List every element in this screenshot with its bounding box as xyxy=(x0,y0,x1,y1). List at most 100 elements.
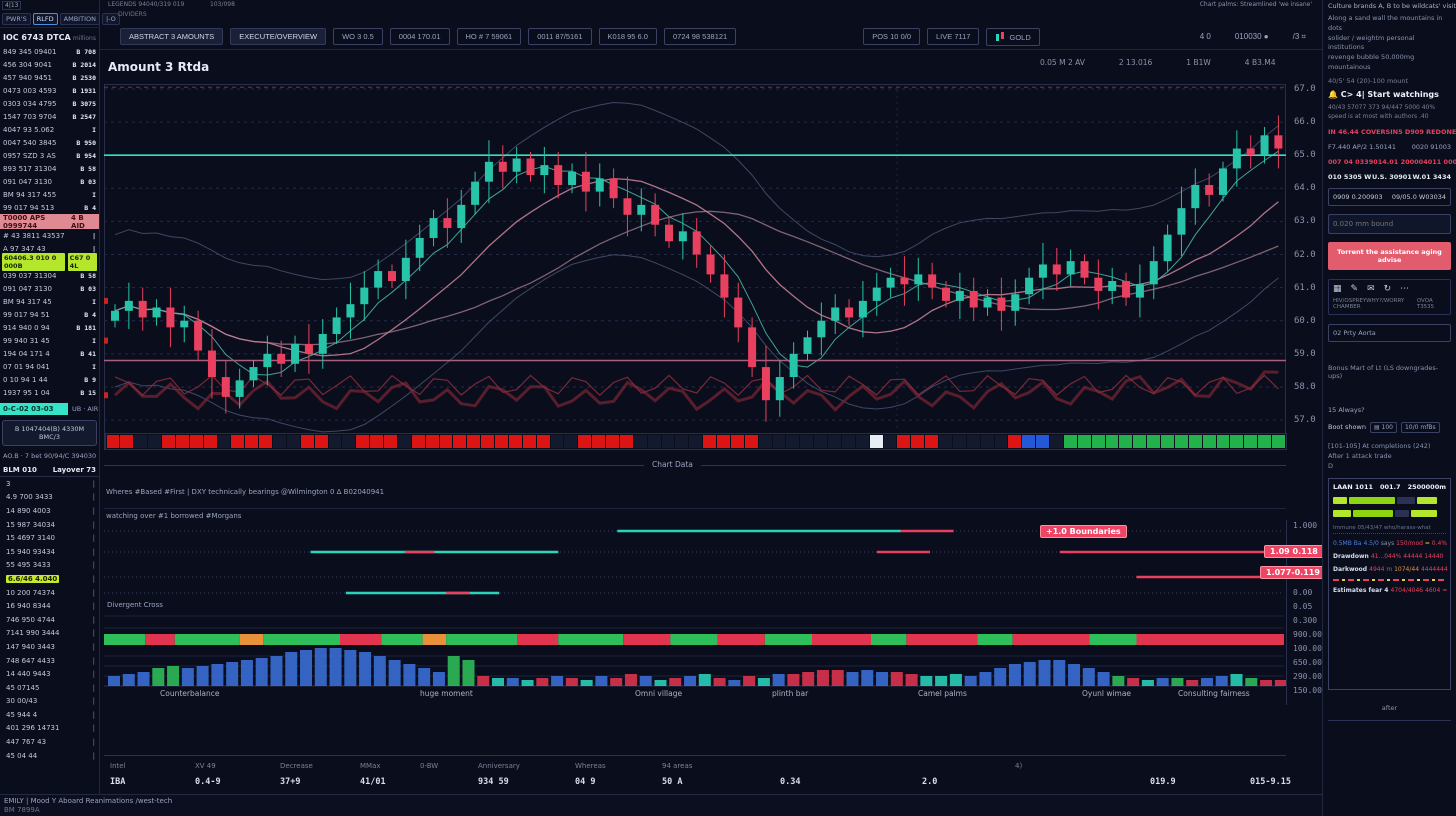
trade-row[interactable]: 10 200 74374 | xyxy=(0,586,99,600)
watchlist-row[interactable]: 0957 SZD 3 AS B 954 xyxy=(0,149,99,162)
watchlist-row[interactable]: BM 94 317 455 I xyxy=(0,188,99,201)
indicator-axis-label: huge moment xyxy=(420,689,473,698)
toolbar-button-1[interactable]: 0004 170.01 xyxy=(389,28,450,45)
trade-row[interactable]: 3 | xyxy=(0,477,99,491)
watchlist-row[interactable]: A 97 347 43 | xyxy=(0,242,99,255)
heat-cell xyxy=(162,435,175,448)
trade-row[interactable]: 4.9 700 3433 | xyxy=(0,491,99,505)
toolbar-button-0[interactable]: WO 3 0.5 xyxy=(333,28,383,45)
watchlist-row[interactable]: 456 304 9041 B 2014 xyxy=(0,58,99,71)
trade-row[interactable]: 16 940 8344 | xyxy=(0,599,99,613)
indicator-chart[interactable] xyxy=(104,520,1286,695)
assist-button[interactable]: Torrent the assistance aging advise xyxy=(1328,241,1451,270)
heat-cell xyxy=(1133,435,1147,448)
trade-row[interactable]: 45 04 44 | xyxy=(0,749,99,763)
watchlist-row[interactable]: 99 017 94 513 B 4 xyxy=(0,201,99,214)
watchlist-row[interactable]: 0473 003 4593 B 1931 xyxy=(0,84,99,97)
gold-symbol-button[interactable]: GOLD xyxy=(986,27,1040,46)
watchlist-row[interactable]: 091 047 3130 B 03 xyxy=(0,175,99,188)
watchlist-alert-row[interactable]: T0000 APS 0999744 4 B AID xyxy=(0,214,99,230)
watchlist-row[interactable]: 091 047 3130 B 03 xyxy=(0,282,99,295)
dots-icon[interactable]: ⋯ xyxy=(1400,283,1410,294)
row-separator: | xyxy=(92,534,95,543)
watchlist-row[interactable]: 99 940 31 45 I xyxy=(0,334,99,347)
bonus-note: Bonus Mart of Lt (LS downgrades-ups) xyxy=(1328,363,1439,380)
quote-box[interactable]: 0909 0.200903 09/05.0 W03034 xyxy=(1328,187,1451,206)
watchlist-row[interactable]: 039 037 31304 B 58 xyxy=(0,269,99,282)
watchlist-row[interactable]: 4047 93 5.062 I xyxy=(0,123,99,136)
watchlist-row[interactable]: 0 10 94 1 44 B 9 xyxy=(0,373,99,386)
boot-chip-1[interactable]: ▤ 100 xyxy=(1369,421,1397,433)
trade-row[interactable]: 55 495 3433 | xyxy=(0,559,99,573)
watchlist-row[interactable]: 07 01 94 041 I xyxy=(0,360,99,373)
trade-row[interactable]: 14 440 9443 | xyxy=(0,667,99,681)
grid-icon[interactable]: ▦ xyxy=(1333,283,1342,294)
sidebar-action-button[interactable]: B 1047404(B) 4330M BMC/3 xyxy=(2,420,97,446)
trade-row[interactable]: 6.6/46 4.040 | xyxy=(0,572,99,586)
divider-label[interactable]: Chart Data xyxy=(644,460,701,469)
watchlist-row[interactable]: 99 017 94 51 B 4 xyxy=(0,308,99,321)
time-tick-value: 015-9.15 xyxy=(1250,777,1291,787)
sidebar-tab-0[interactable]: PWR'S xyxy=(2,13,31,25)
watchlist-row[interactable]: 0303 034 4795 B 3075 xyxy=(0,97,99,110)
console-progress-bars xyxy=(1333,496,1446,517)
toolbar-button-4[interactable]: K018 95 6.0 xyxy=(598,28,657,45)
trade-row[interactable]: 30 00/43 | xyxy=(0,695,99,709)
trade-row[interactable]: 15 987 34034 | xyxy=(0,518,99,532)
symbol-value: B 9 xyxy=(84,375,96,384)
sidebar-tab-2[interactable]: AMBITION xyxy=(59,13,100,25)
sidebar-note: AO.B · 7 bet 90/94/C 394030 xyxy=(3,452,97,460)
trade-value: 45 944 4 xyxy=(6,710,38,719)
toolbar-mid-button-0[interactable]: POS 10 0/0 xyxy=(863,28,920,45)
mail-icon[interactable]: ✉ xyxy=(1367,283,1375,294)
toolbar-button-3[interactable]: 0011 87/5161 xyxy=(528,28,592,45)
watchlist-row[interactable]: 849 345 09401 B 708 xyxy=(0,45,99,58)
watchlist-row[interactable]: 914 940 0 94 B 181 xyxy=(0,321,99,334)
watchlist-row[interactable]: 0047 540 3845 B 950 xyxy=(0,136,99,149)
left-sidebar: 4|13 PWR'S RLFD AMBITION |-O IOC 6743 DTCA … xyxy=(0,0,159,816)
amount-input[interactable] xyxy=(1328,213,1451,234)
trade-row[interactable]: 45 944 4 | xyxy=(0,708,99,722)
trade-value: 447 767 43 xyxy=(6,738,47,747)
sidebar-top-box[interactable]: 4|13 xyxy=(2,1,22,10)
sidebar-tab-3[interactable]: |-O xyxy=(101,13,120,25)
watchlist-row[interactable]: BM 94 317 45 I xyxy=(0,295,99,308)
start-watching-line[interactable]: 🔔 C> 4| Start watchings xyxy=(1328,90,1451,99)
trade-row[interactable]: 746 950 4744 | xyxy=(0,613,99,627)
toolbar-icon-2[interactable]: /3 ⌗ xyxy=(1285,29,1314,45)
trade-row[interactable]: 15 940 93434 | xyxy=(0,545,99,559)
watchlist-row[interactable]: 194 04 171 4 B 41 xyxy=(0,347,99,360)
trade-row[interactable]: 447 767 43 | xyxy=(0,735,99,749)
trade-row[interactable]: 748 647 4433 | xyxy=(0,654,99,668)
trade-row[interactable]: 147 940 3443 | xyxy=(0,640,99,654)
console-log-line: 0.5MB Ba 4.5/0 says 150/mod = 0.4% xyxy=(1333,540,1447,547)
trade-row[interactable]: 14 890 4003 | xyxy=(0,504,99,518)
pen-icon[interactable]: ✎ xyxy=(1350,283,1359,294)
toolbar-button-5[interactable]: 0724 98 538121 xyxy=(663,28,737,45)
toolbar-mid-button-1[interactable]: LIVE 7117 xyxy=(927,28,980,45)
toolbar-icon-1[interactable]: 010030 ● xyxy=(1227,29,1277,44)
toolbar-tab-1[interactable]: EXECUTE/OVERVIEW xyxy=(230,28,327,45)
watchlist-row[interactable]: 893 517 31304 B 58 xyxy=(0,162,99,175)
trade-row[interactable]: 7141 990 3444 | xyxy=(0,627,99,641)
toolbar-button-2[interactable]: HO # 7 59061 xyxy=(456,28,522,45)
symbol-value: | xyxy=(92,244,96,253)
watchlist-row[interactable]: 1937 95 1 04 B 15 xyxy=(0,386,99,399)
watchlist-row[interactable]: 457 940 9451 B 2530 xyxy=(0,71,99,84)
refresh-icon[interactable]: ↻ xyxy=(1383,283,1392,294)
entry-notes-box[interactable]: 02 Prty Aorta xyxy=(1328,323,1451,342)
boot-chip-2[interactable]: 10/0 mfBs xyxy=(1400,421,1440,433)
trade-row[interactable]: 401 296 14731 | xyxy=(0,722,99,736)
main-candlestick-chart[interactable] xyxy=(104,84,1286,434)
status-line-1[interactable]: EMILY | Mood Y Aboard Reanimations /west… xyxy=(4,797,173,805)
selected-symbol-row[interactable]: 0-C-02 03-03 UB · AIR xyxy=(0,401,99,416)
toolbar-icon-0[interactable]: 4 0 xyxy=(1192,29,1219,44)
selected-symbol-label: 0-C-02 03-03 xyxy=(0,402,68,415)
watchlist-row[interactable]: # 43 3811 43537 | xyxy=(0,229,99,242)
trade-row[interactable]: 15 4697 3140 | xyxy=(0,531,99,545)
watchlist-highlight-row[interactable]: 60406.3 010 0 000B C67 0 4L xyxy=(0,253,99,271)
sidebar-tab-1[interactable]: RLFD xyxy=(32,13,58,25)
watchlist-row[interactable]: 1547 703 9704 B 2547 xyxy=(0,110,99,123)
trade-row[interactable]: 45 07145 | xyxy=(0,681,99,695)
toolbar-tab-0[interactable]: ABSTRACT 3 AMOUNTS xyxy=(120,28,224,45)
